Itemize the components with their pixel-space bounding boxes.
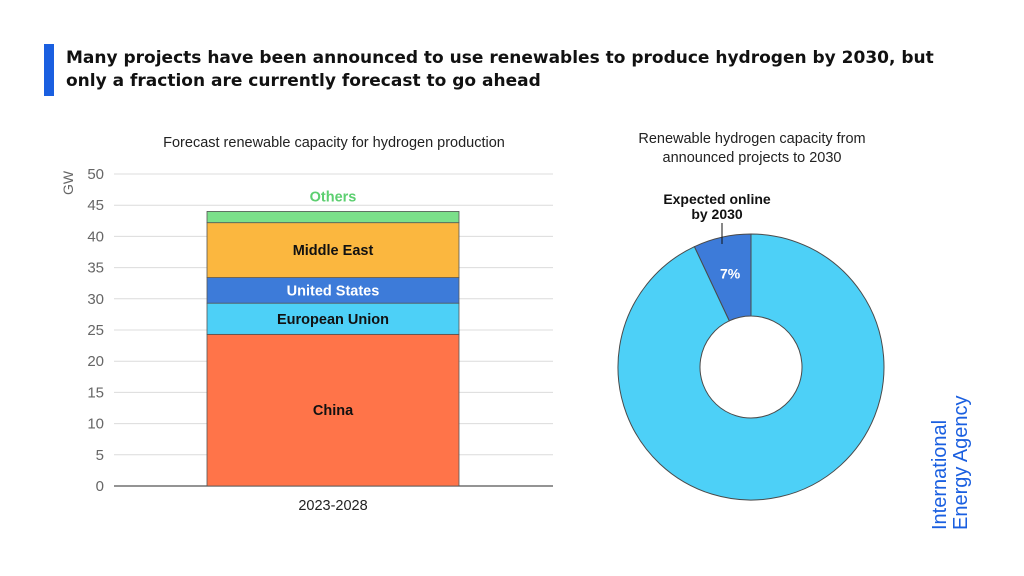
donut-annotation-line-2: by 2030 [691, 206, 743, 222]
donut-slice-label: 7% [720, 265, 741, 281]
segment-labels: China European Union United States Middle E… [277, 189, 389, 419]
donut-title-line-1: Renewable hydrogen capacity from [638, 131, 865, 147]
segment-label: China [313, 403, 354, 419]
y-tick-label: 30 [87, 291, 104, 308]
segment-label: European Union [277, 312, 389, 328]
logo-line-1: International [929, 419, 951, 530]
y-tick-labels: 0 5 10 15 20 25 30 35 40 45 50 [87, 166, 104, 495]
y-tick-label: 40 [87, 228, 104, 245]
y-tick-label: 20 [87, 353, 104, 370]
y-tick-label: 45 [87, 197, 104, 214]
x-tick-label: 2023-2028 [298, 498, 367, 514]
y-tick-label: 50 [87, 166, 104, 183]
bar-chart-title: Forecast renewable capacity for hydrogen… [163, 135, 505, 151]
donut-annotation-line-1: Expected online [663, 191, 771, 207]
y-axis-label: GW [60, 170, 76, 195]
segment-label: Middle East [293, 243, 374, 259]
y-tick-label: 0 [96, 478, 104, 495]
bar-segment-united-states [206, 277, 460, 304]
bar-segment-middle-east [206, 222, 460, 278]
x-tick-labels: 2023-2028 [298, 498, 367, 514]
logo-line-2: Energy Agency [950, 395, 972, 530]
page-title: Many projects have been announced to use… [66, 48, 934, 91]
bar-segment-china [206, 333, 460, 487]
donut-title-line-2: announced projects to 2030 [663, 150, 842, 166]
y-tick-label: 35 [87, 260, 104, 277]
y-tick-label: 25 [87, 322, 104, 339]
donut-chart: 7% [617, 233, 885, 501]
y-tick-label: 10 [87, 416, 104, 433]
headline-accent-bar [44, 44, 54, 96]
y-tick-label: 15 [87, 384, 104, 401]
iea-logo: International Energy Agency [929, 395, 972, 530]
y-tick-label: 5 [96, 447, 104, 464]
donut-slice-2 [617, 233, 885, 501]
stacked-bar [206, 211, 460, 487]
bar-segment-others [206, 211, 460, 224]
segment-label: United States [287, 283, 380, 299]
segment-label: Others [310, 189, 357, 205]
